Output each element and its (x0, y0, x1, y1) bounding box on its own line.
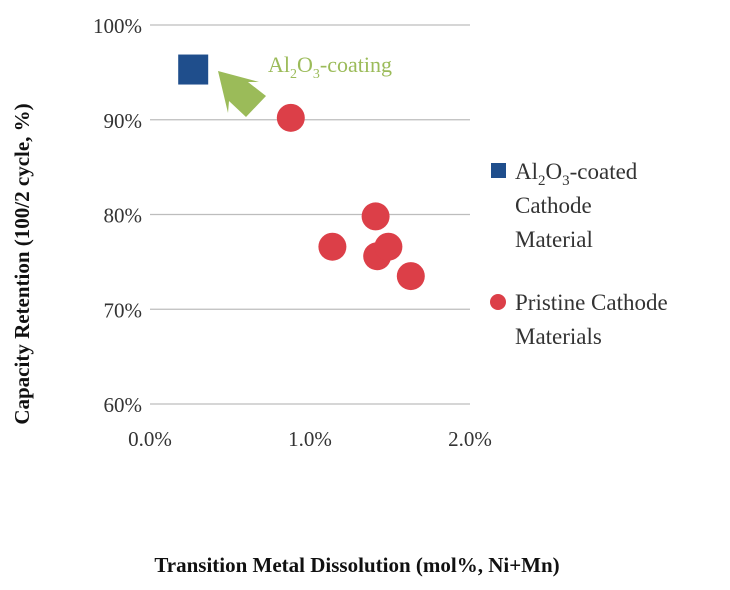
legend-coated-subscript-1: 2 (538, 173, 546, 189)
y-tick-labels: 60% 70% 80% 90% 100% (93, 14, 142, 417)
legend-coated-part-1: Al (515, 159, 538, 184)
legend-label-coated: Al2O3-coated Cathode Material (515, 159, 643, 252)
x-tick-labels: 0.0% 1.0% 2.0% (128, 427, 492, 451)
x-tick-label: 0.0% (128, 427, 172, 451)
coating-annotation-part-3: -coating (320, 52, 392, 77)
legend-label-pristine: Pristine Cathode Materials (515, 290, 673, 349)
y-tick-label: 70% (104, 298, 143, 322)
legend-square-marker (491, 163, 506, 178)
coating-annotation: Al2O3-coating (268, 52, 392, 82)
legend-coated-subscript-2: 3 (562, 173, 570, 189)
x-axis-title: Transition Metal Dissolution (mol%, Ni+M… (154, 553, 559, 577)
y-tick-label: 100% (93, 14, 142, 38)
legend-coated-line-2: Cathode (515, 193, 592, 218)
y-tick-label: 60% (104, 393, 143, 417)
legend-coated-part-2: O (546, 159, 563, 184)
legend-pristine-line-1: Pristine Cathode (515, 290, 668, 315)
legend-circle-marker (490, 294, 506, 310)
coating-annotation-part-1: Al (268, 52, 290, 77)
legend-coated-part-3: -coated (570, 159, 638, 184)
data-point-pristine (396, 262, 425, 291)
coating-arrow (218, 71, 266, 117)
coating-annotation-part-2: O (297, 52, 313, 77)
x-tick-label: 1.0% (288, 427, 332, 451)
y-tick-label: 90% (104, 109, 143, 133)
data-point-pristine (374, 232, 403, 261)
plot-grid (150, 24, 470, 405)
x-tick-label: 2.0% (448, 427, 492, 451)
data-point-pristine (276, 103, 305, 132)
coating-annotation-subscript-2: 3 (313, 67, 320, 82)
data-point-pristine (318, 232, 347, 261)
y-axis-title: Capacity Retention (100/2 cycle, %) (10, 103, 34, 424)
legend: Al2O3-coated Cathode Material Pristine C… (490, 159, 673, 349)
legend-coated-line-3: Material (515, 227, 593, 252)
data-markers (178, 54, 425, 291)
y-tick-label: 80% (104, 204, 143, 228)
data-point-pristine (361, 202, 390, 231)
data-point-coated (178, 54, 209, 85)
coating-annotation-subscript-1: 2 (290, 67, 297, 82)
legend-pristine-line-2: Materials (515, 324, 602, 349)
